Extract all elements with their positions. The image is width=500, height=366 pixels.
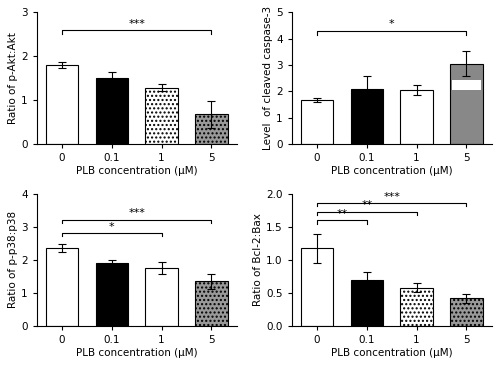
Text: ***: *** [128, 208, 145, 219]
Bar [301, 100, 333, 144]
Bar [146, 268, 178, 326]
Bar [400, 90, 433, 144]
Bar [46, 249, 78, 326]
Text: **: ** [336, 209, 347, 219]
Text: ***: *** [384, 192, 400, 202]
Bar [450, 298, 482, 326]
X-axis label: PLB concentration (μM): PLB concentration (μM) [331, 348, 452, 358]
Text: ***: *** [128, 19, 145, 29]
Bar [46, 65, 78, 144]
Bar [195, 114, 228, 144]
Y-axis label: Level  of cleaved caspase-3: Level of cleaved caspase-3 [264, 6, 274, 150]
Text: **: ** [361, 201, 372, 210]
Bar [146, 88, 178, 144]
Bar [350, 280, 383, 326]
Bar [450, 64, 482, 144]
Text: *: * [109, 221, 114, 232]
Bar [350, 89, 383, 144]
Bar [400, 288, 433, 326]
Y-axis label: Ratio of p-p38:p38: Ratio of p-p38:p38 [8, 211, 18, 309]
X-axis label: PLB concentration (μM): PLB concentration (μM) [76, 348, 198, 358]
Y-axis label: Ratio of Bcl-2:Bax: Ratio of Bcl-2:Bax [254, 213, 264, 306]
Bar [301, 248, 333, 326]
Y-axis label: Ratio of p-Akt:Akt: Ratio of p-Akt:Akt [8, 32, 18, 124]
Bar [195, 281, 228, 326]
X-axis label: PLB concentration (μM): PLB concentration (μM) [331, 166, 452, 176]
Text: *: * [389, 19, 394, 30]
Bar [452, 80, 482, 90]
Bar [96, 263, 128, 326]
Bar [96, 78, 128, 144]
X-axis label: PLB concentration (μM): PLB concentration (μM) [76, 166, 198, 176]
